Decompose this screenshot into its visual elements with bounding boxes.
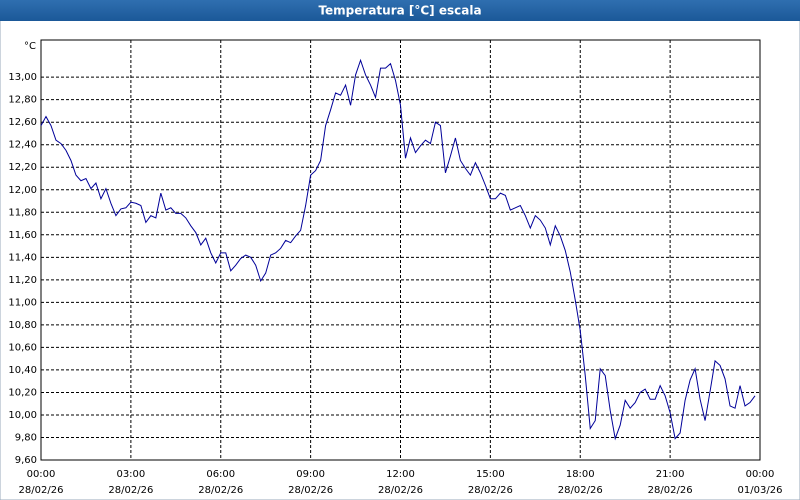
x-tick-date: 28/02/26: [378, 485, 423, 496]
y-tick-label: 11,80: [8, 207, 37, 218]
x-tick-date: 28/02/26: [648, 485, 693, 496]
y-tick-label: 13,00: [8, 72, 37, 83]
y-tick-label: 9,80: [15, 432, 37, 443]
y-tick-label: 10,00: [8, 410, 37, 421]
x-tick-label: 18:00: [566, 469, 595, 480]
title-bar: [0, 0, 800, 21]
x-tick-label: 00:00: [27, 469, 56, 480]
y-tick-label: 11,40: [8, 252, 37, 263]
x-tick-date: 28/02/26: [468, 485, 513, 496]
y-tick-label: 12,60: [8, 117, 37, 128]
y-tick-label: 10,40: [8, 365, 37, 376]
y-tick-label: 10,60: [8, 342, 37, 353]
chart-title: Temperatura [°C] escala: [318, 4, 481, 18]
x-tick-label: 09:00: [296, 469, 325, 480]
x-tick-date: 28/02/26: [558, 485, 603, 496]
x-tick-date: 01/03/26: [738, 485, 783, 496]
y-tick-label: 10,20: [8, 387, 37, 398]
x-tick-date: 28/02/26: [288, 485, 333, 496]
y-tick-label: 11,60: [8, 230, 37, 241]
x-tick-label: 21:00: [656, 469, 685, 480]
y-tick-label: 10,80: [8, 320, 37, 331]
x-tick-date: 28/02/26: [108, 485, 153, 496]
y-tick-label: 11,20: [8, 275, 37, 286]
x-tick-label: 06:00: [206, 469, 235, 480]
y-unit: °C: [24, 41, 36, 52]
x-tick-date: 28/02/26: [198, 485, 243, 496]
y-tick-label: 11,00: [8, 297, 37, 308]
y-tick-label: 12,20: [8, 162, 37, 173]
y-tick-label: 12,80: [8, 95, 37, 106]
x-tick-label: 12:00: [386, 469, 415, 480]
x-tick-label: 15:00: [476, 469, 505, 480]
x-tick-date: 28/02/26: [19, 485, 64, 496]
y-tick-label: 12,40: [8, 140, 37, 151]
y-tick-label: 12,00: [8, 185, 37, 196]
x-tick-label: 00:00: [746, 469, 775, 480]
y-tick-label: 9,60: [15, 455, 37, 466]
series-line: [40, 58, 756, 441]
x-tick-label: 03:00: [116, 469, 145, 480]
